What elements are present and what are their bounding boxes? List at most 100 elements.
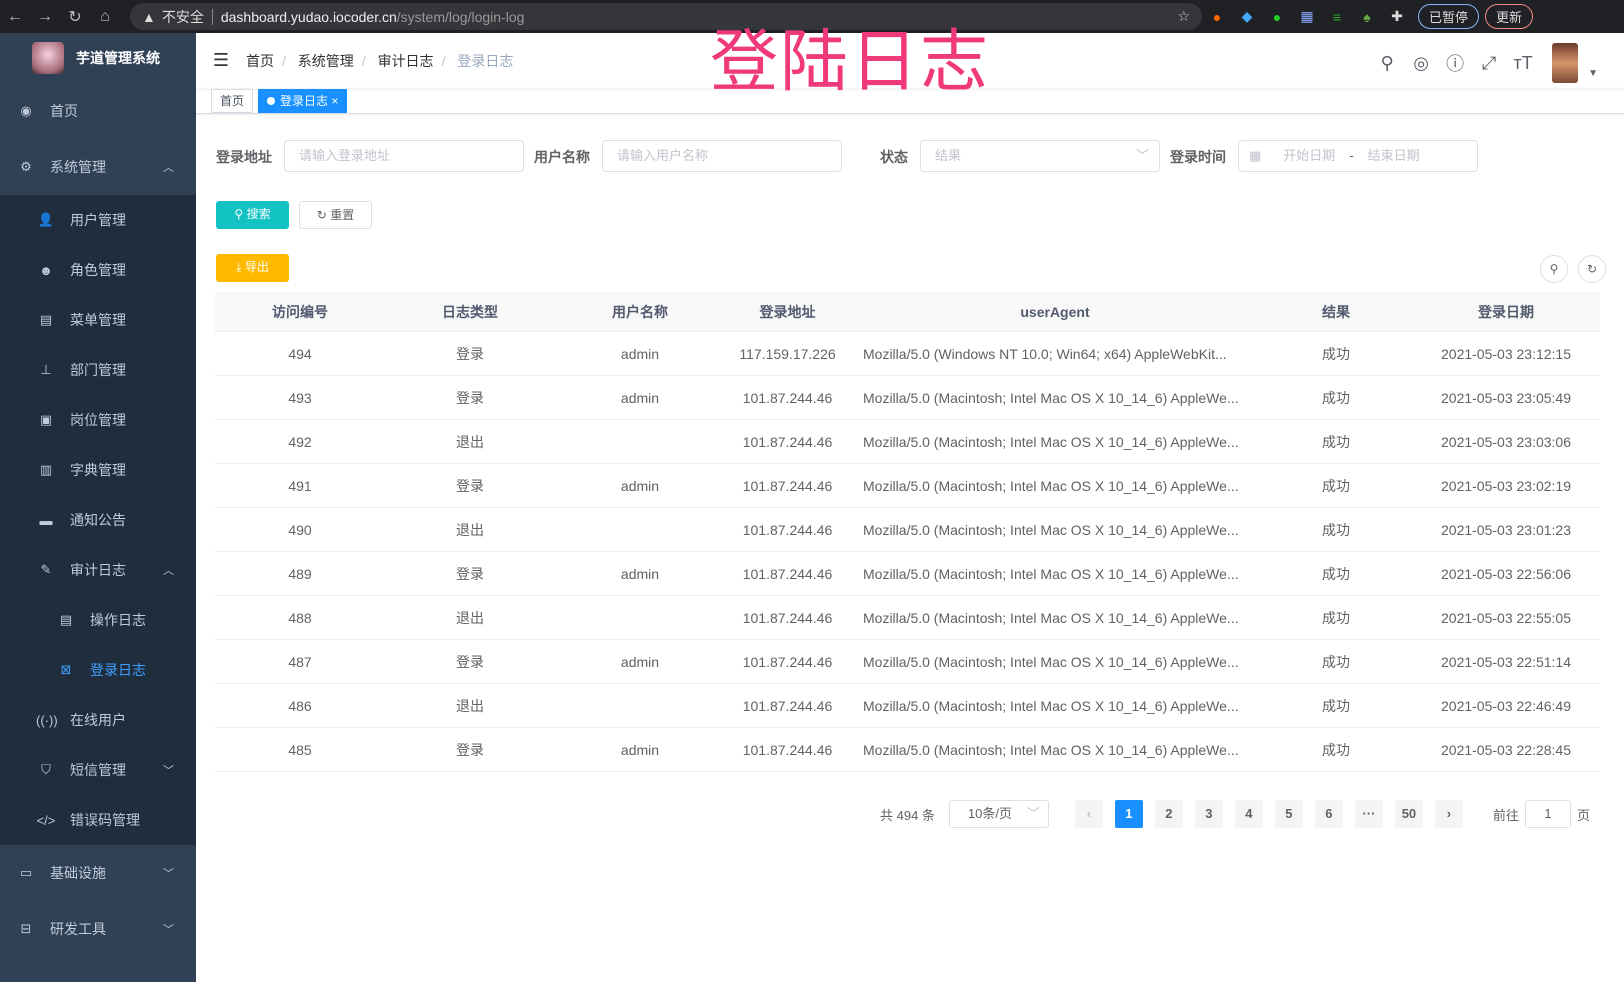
search-button[interactable]: ⚲ 搜索 <box>216 201 289 229</box>
fullscreen-icon[interactable]: ⤢ <box>1481 52 1497 73</box>
sidebar-item-notice[interactable]: ▬ 通知公告 <box>0 495 196 545</box>
sidebar-item-tool[interactable]: ⊟ 研发工具 ﹀ <box>0 901 196 957</box>
table-cell: 492 <box>288 433 312 450</box>
breadcrumb-item[interactable]: 审计日志 <box>377 52 434 69</box>
update-button[interactable]: 更新 <box>1485 4 1534 29</box>
sidebar-item-label: 用户管理 <box>70 212 126 228</box>
ip-input[interactable]: 请输入登录地址 <box>284 140 524 172</box>
sidebar-item-login-log[interactable]: ⊠ 登录日志 <box>0 645 196 695</box>
next-page-button[interactable]: › <box>1434 800 1463 828</box>
end-date[interactable]: 结束日期 <box>1367 148 1420 163</box>
table-cell: 101.87.244.46 <box>742 697 833 714</box>
goto-input[interactable]: 1 <box>1524 800 1571 828</box>
table-row[interactable]: 485 登录 admin 101.87.244.46 Mozilla/5.0 (Maci… <box>215 728 1600 772</box>
gear-icon: ⚙ <box>20 159 32 174</box>
message-icon: ▬ <box>39 512 53 528</box>
ip-label: 登录地址 <box>216 149 272 165</box>
sidebar-item-system[interactable]: ⚙ 系统管理 ︿ <box>0 139 196 195</box>
table-row[interactable]: 491 登录 admin 101.87.244.46 Mozilla/5.0 (Maci… <box>215 464 1600 508</box>
avatar[interactable] <box>1552 43 1579 83</box>
page-button[interactable]: 4 <box>1234 800 1263 828</box>
username-input[interactable]: 请输入用户名称 <box>602 140 842 172</box>
tag-home[interactable]: 首页 <box>211 88 254 113</box>
sidebar-logo[interactable]: 芋道管理系统 <box>0 33 196 83</box>
table-row[interactable]: 486 退出 101.87.244.46 Mozilla/5.0 (Macintosh… <box>215 684 1600 728</box>
more-pages-button[interactable]: ··· <box>1354 800 1383 828</box>
toggle-search-button[interactable]: ⚲ <box>1540 255 1568 283</box>
refresh-button[interactable]: ↻ <box>1578 255 1606 283</box>
hamburger-icon[interactable]: ☰ <box>212 50 230 70</box>
sidebar-item-online[interactable]: ((·)) 在线用户 <box>0 695 196 745</box>
home-icon[interactable]: ⌂ <box>100 7 110 25</box>
breadcrumb-item[interactable]: 首页 <box>246 52 274 69</box>
tag-login-log[interactable]: 登录日志 × <box>258 88 348 113</box>
warning-icon: ▲ <box>142 8 156 25</box>
table-row[interactable]: 493 登录 admin 101.87.244.46 Mozilla/5.0 (Maci… <box>215 376 1600 420</box>
help-icon[interactable]: ⓘ <box>1446 54 1465 74</box>
prev-page-button[interactable]: ‹ <box>1074 800 1103 828</box>
date-range-picker[interactable]: ▦ 开始日期 - 结束日期 <box>1238 140 1478 172</box>
sidebar-item-error-code[interactable]: </> 错误码管理 <box>0 795 196 845</box>
bookmark-star-icon[interactable]: ☆ <box>1177 8 1190 24</box>
breadcrumb-item[interactable]: 系统管理 <box>297 52 354 69</box>
caret-down-icon[interactable]: ▼ <box>1588 67 1598 79</box>
extension-icon[interactable]: ● <box>1212 8 1222 25</box>
sidebar-item-menu[interactable]: ▤ 菜单管理 <box>0 295 196 345</box>
back-icon[interactable]: ← <box>7 7 23 25</box>
table-row[interactable]: 488 退出 101.87.244.46 Mozilla/5.0 (Macintosh… <box>215 596 1600 640</box>
status-select[interactable]: 结果 ﹀ <box>920 140 1160 172</box>
extension-icon[interactable]: ▦ <box>1300 8 1314 24</box>
sidebar-item-role[interactable]: ☻ 角色管理 <box>0 245 196 295</box>
close-icon[interactable]: × <box>331 93 339 108</box>
table-row[interactable]: 487 登录 admin 101.87.244.46 Mozilla/5.0 (Maci… <box>215 640 1600 684</box>
sidebar-item-label: 首页 <box>50 103 78 119</box>
profile-button[interactable]: 已暂停 <box>1418 4 1480 29</box>
export-button[interactable]: ⤓ 导出 <box>216 254 289 282</box>
chevron-down-icon: ﹀ <box>1026 806 1040 821</box>
forward-icon[interactable]: → <box>37 7 53 25</box>
table-row[interactable]: 490 退出 101.87.244.46 Mozilla/5.0 (Macintosh… <box>215 508 1600 552</box>
extension-icon[interactable]: ≡ <box>1332 8 1342 25</box>
search-icon[interactable]: ⚲ <box>1380 52 1394 73</box>
page-size-select[interactable]: 10条/页 ﹀ <box>948 800 1049 828</box>
sidebar-item-dept[interactable]: ⊥ 部门管理 <box>0 345 196 395</box>
start-date[interactable]: 开始日期 <box>1283 148 1336 163</box>
sidebar-item-sms[interactable]: ⛉ 短信管理 ﹀ <box>0 745 196 795</box>
page-button[interactable]: 50 <box>1394 800 1423 828</box>
page-button[interactable]: 6 <box>1314 800 1343 828</box>
github-icon[interactable]: ◎ <box>1413 52 1429 73</box>
page-button[interactable]: 3 <box>1194 800 1223 828</box>
table-row[interactable]: 492 退出 101.87.244.46 Mozilla/5.0 (Macintosh… <box>215 420 1600 464</box>
table-cell: 登录 <box>456 345 484 362</box>
page-button[interactable]: 1 <box>1114 800 1143 828</box>
table-row[interactable]: 489 登录 admin 101.87.244.46 Mozilla/5.0 (Maci… <box>215 552 1600 596</box>
sidebar-item-audit[interactable]: ✎ 审计日志 ︿ <box>0 545 196 595</box>
breadcrumb-item-current: 登录日志 <box>457 52 514 69</box>
table-cell: admin <box>620 345 660 362</box>
page-button[interactable]: 2 <box>1154 800 1183 828</box>
table-cell: 2021-05-03 22:28:45 <box>1441 741 1571 758</box>
tags-view: 首页 登录日志 × <box>196 88 1624 114</box>
sidebar-item-user[interactable]: 👤 用户管理 <box>0 195 196 245</box>
reload-icon[interactable]: ↻ <box>68 8 82 26</box>
page-button[interactable]: 5 <box>1274 800 1303 828</box>
refresh-icon: ↻ <box>316 208 327 222</box>
table-row[interactable]: 494 登录 admin 117.159.17.226 Mozilla/5.0 (Win… <box>215 332 1600 376</box>
user-icon: 👤 <box>37 212 55 227</box>
puzzle-icon[interactable]: ✚ <box>1391 8 1403 24</box>
reset-button[interactable]: ↻ 重置 <box>299 201 372 229</box>
extension-icon[interactable]: ♠ <box>1363 8 1371 25</box>
sidebar-item-infra[interactable]: ▭ 基础设施 ﹀ <box>0 845 196 901</box>
sidebar: 芋道管理系统 ◉ 首页 ⚙ 系统管理 ︿ 👤 用户管理 ☻ 角色管理 ▤ 菜单管理 ⊥ 部门管… <box>0 33 196 982</box>
sidebar-item-post[interactable]: ▣ 岗位管理 <box>0 395 196 445</box>
app-title: 芋道管理系统 <box>76 50 160 66</box>
extension-icon[interactable]: ◆ <box>1241 8 1253 24</box>
address-bar[interactable]: ▲ 不安全 dashboard.yudao.iocoder.cn/system/… <box>130 3 1202 30</box>
table-cell: admin <box>620 741 660 758</box>
font-size-icon[interactable]: ᴛT <box>1513 52 1533 73</box>
table-cell: 101.87.244.46 <box>742 477 833 494</box>
extension-icon[interactable]: ● <box>1272 8 1282 25</box>
sidebar-item-operate-log[interactable]: ▤ 操作日志 <box>0 595 196 645</box>
sidebar-item-dict[interactable]: ▥ 字典管理 <box>0 445 196 495</box>
sidebar-item-home[interactable]: ◉ 首页 <box>0 83 196 139</box>
